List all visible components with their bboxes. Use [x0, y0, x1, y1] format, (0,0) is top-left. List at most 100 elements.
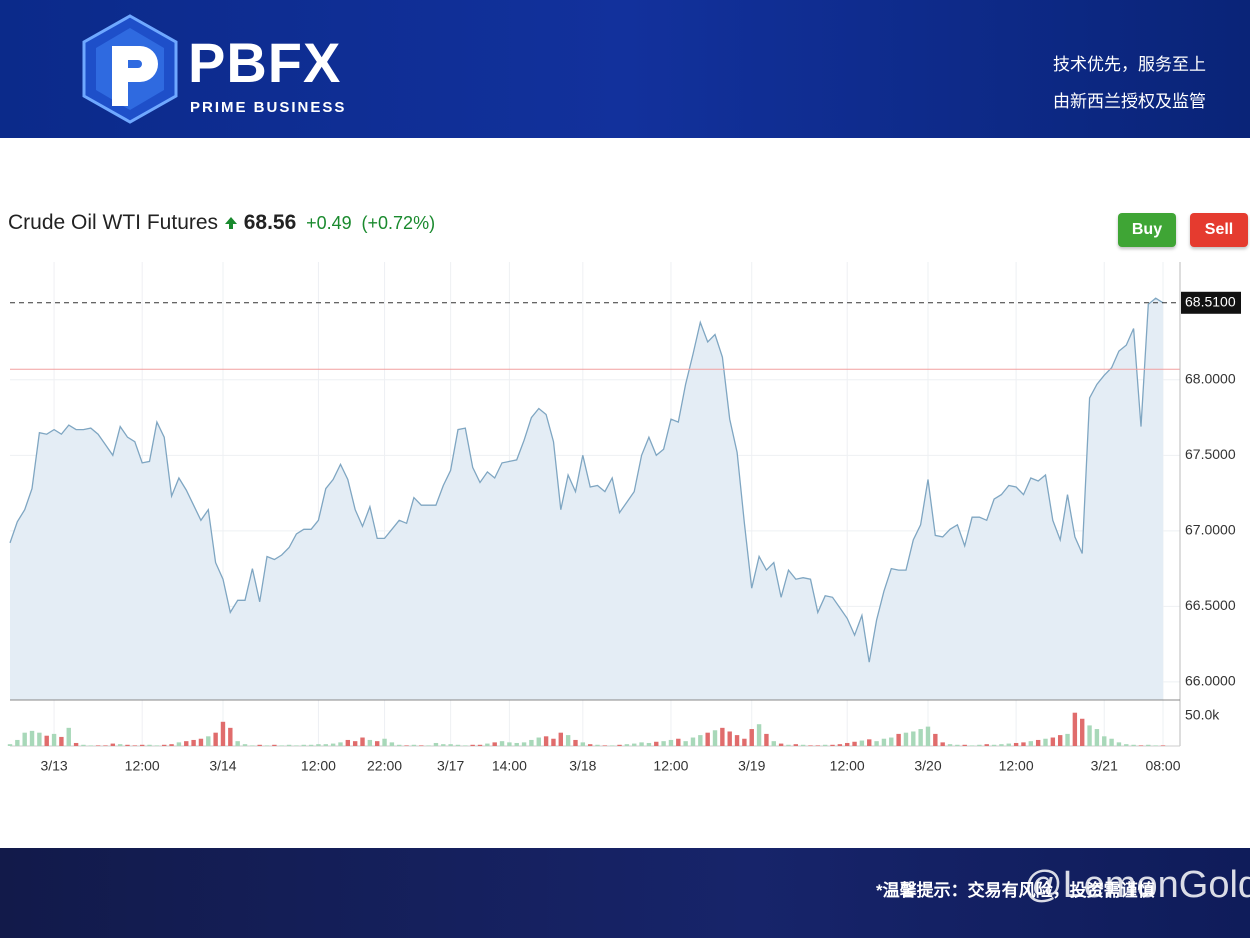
- tagline: PRIME BUSINESS: [190, 99, 347, 116]
- volume-bar: [911, 731, 916, 746]
- change-pct: (+0.72%): [361, 213, 436, 233]
- volume-bar: [1028, 741, 1034, 746]
- volume-bar: [242, 744, 248, 746]
- volume-bar: [925, 726, 931, 746]
- volume-bar: [632, 743, 637, 746]
- volume-bar: [1050, 737, 1056, 746]
- volume-bar: [1153, 745, 1158, 746]
- volume-bar: [551, 738, 556, 746]
- volume-bar: [668, 739, 674, 746]
- volume-bar: [1035, 739, 1041, 746]
- risk-notice: *温馨提示：交易有风险，投资需谨慎: [876, 881, 1155, 900]
- volume-bar: [103, 745, 108, 746]
- volume-bar: [676, 738, 681, 746]
- volume-bar: [521, 742, 527, 746]
- volume-bar: [1065, 733, 1070, 746]
- price-line: [9, 297, 1164, 663]
- volume-bar: [279, 745, 284, 746]
- volume-bar: [95, 745, 101, 746]
- volume-bar: [962, 744, 967, 746]
- volume-bar: [367, 739, 373, 746]
- volume-bar: [162, 744, 167, 746]
- footer: *温馨提示：交易有风险，投资需谨慎 @LemonGold: [0, 848, 1250, 938]
- volume-bar: [1021, 742, 1026, 746]
- volume-bar: [184, 741, 189, 746]
- volume-bar: [264, 745, 270, 746]
- buy-button[interactable]: Buy: [1118, 213, 1176, 247]
- x-tick-label: 3/20: [914, 758, 941, 774]
- volume-bar: [507, 742, 512, 746]
- volume-bar: [903, 732, 909, 746]
- x-tick-label: 3/17: [437, 758, 464, 774]
- volume-bar: [117, 744, 123, 746]
- sell-button[interactable]: Sell: [1190, 213, 1248, 247]
- volume-bar: [734, 735, 740, 746]
- volume-bar: [257, 744, 262, 746]
- volume-bar: [955, 744, 960, 746]
- volume-bar: [808, 745, 813, 746]
- volume-bar: [382, 738, 387, 746]
- volume-bar: [573, 739, 578, 746]
- volume-bar: [991, 744, 997, 746]
- volume-bar: [338, 742, 343, 746]
- volume-bar: [756, 724, 762, 746]
- volume-bar: [198, 738, 204, 746]
- x-tick-label: 12:00: [125, 758, 160, 774]
- volume-bar: [698, 735, 703, 746]
- up-arrow: [224, 217, 237, 229]
- volume-bar: [125, 744, 130, 746]
- volume-bar: [514, 742, 519, 746]
- volume-bar: [940, 742, 945, 746]
- volume-bar: [419, 745, 424, 746]
- volume-bar: [845, 742, 850, 746]
- volume-bar: [639, 742, 644, 746]
- volume-bar: [169, 744, 174, 746]
- volume-bar: [374, 741, 380, 746]
- volume-bar: [1124, 744, 1129, 746]
- volume-bar: [896, 733, 901, 746]
- last-price-label: 68.5100: [1185, 293, 1236, 309]
- volume-bar: [411, 744, 417, 746]
- volume-bar: [88, 745, 93, 746]
- volume-bar: [727, 731, 732, 746]
- volume-bar: [1080, 718, 1085, 746]
- x-tick-label: 3/19: [738, 758, 765, 774]
- volume-bar: [147, 744, 152, 746]
- volume-bar: [1146, 744, 1151, 746]
- volume-bar: [580, 742, 586, 746]
- volume-bar: [44, 735, 49, 746]
- volume-bar: [250, 745, 255, 746]
- volume-bar: [815, 745, 821, 746]
- volume-bar: [558, 732, 563, 746]
- change: +0.49: [306, 213, 352, 233]
- volume-bar: [448, 744, 453, 746]
- volume-bar: [874, 741, 879, 746]
- volume-bar: [132, 745, 138, 746]
- volume-bar: [565, 735, 571, 746]
- x-tick-label: 22:00: [367, 758, 402, 774]
- volume-tick-label: 50.0k: [1185, 706, 1220, 722]
- x-tick-label: 12:00: [999, 758, 1034, 774]
- volume-bar: [176, 742, 182, 746]
- volume-bar: [661, 741, 666, 746]
- y-tick-label: 66.5000: [1185, 597, 1236, 613]
- volume-bar: [1138, 745, 1144, 746]
- volume-bar: [360, 737, 365, 746]
- volume-bar: [610, 745, 615, 746]
- volume-bar: [867, 739, 872, 746]
- volume-bar: [933, 733, 938, 746]
- volume-bar: [1094, 729, 1100, 746]
- volume-bar: [345, 739, 351, 746]
- volume-bar: [235, 741, 240, 746]
- volume-bar: [286, 744, 292, 746]
- volume-bar: [822, 744, 828, 746]
- volume-bar: [59, 736, 64, 746]
- volume-bar: [947, 744, 953, 746]
- volume-bar: [7, 744, 13, 746]
- volume-bar: [771, 741, 776, 746]
- volume-bar: [477, 744, 483, 746]
- volume-bar: [529, 739, 534, 746]
- volume-bar: [690, 737, 696, 746]
- volume-bar: [837, 744, 843, 746]
